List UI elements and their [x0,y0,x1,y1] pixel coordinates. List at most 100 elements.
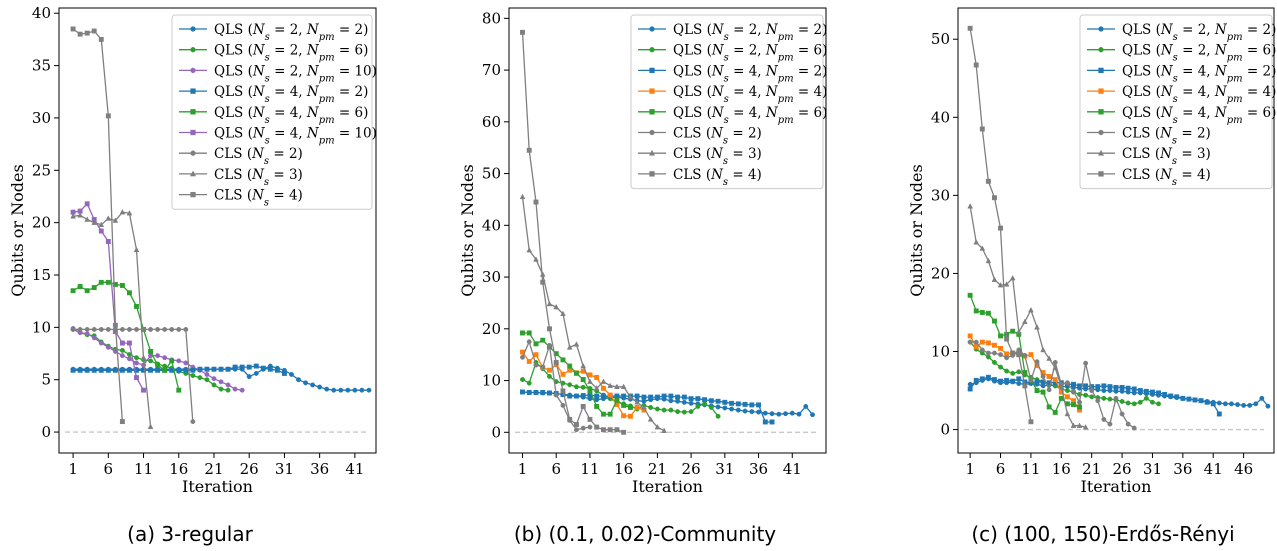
data-point [1004,368,1010,374]
data-point [992,342,997,348]
data-point [688,409,694,415]
data-point [973,239,980,245]
data-point [1143,395,1149,401]
data-point [77,284,83,289]
legend-marker [1098,26,1104,32]
data-point [1162,391,1168,397]
data-point [810,412,815,418]
data-point [1022,370,1028,376]
data-point [1016,376,1022,382]
data-point [1046,387,1052,393]
y-tick-label: 80 [482,9,501,27]
data-point [225,366,231,372]
data-point [274,367,280,373]
data-point [190,367,196,373]
legend-marker [649,129,655,136]
data-point [1022,352,1028,358]
data-point [1216,400,1222,406]
data-point [998,345,1003,351]
y-tick-label: 35 [32,57,51,75]
data-point [211,382,217,388]
data-point [614,383,620,389]
data-point [1082,424,1089,430]
data-point [729,400,735,406]
data-point [789,410,795,416]
data-point [553,392,559,398]
data-point [1119,399,1125,404]
y-tick-label: 5 [41,371,51,389]
data-point [520,377,525,382]
legend-marker [1098,67,1104,74]
data-point [1089,388,1095,393]
data-point [520,330,525,336]
data-point [1241,402,1247,408]
data-point [702,401,708,407]
data-point [580,362,587,369]
data-point [526,380,532,386]
data-point [310,382,316,388]
data-point [560,310,566,317]
legend-marker [190,88,196,94]
legend-box [630,14,824,190]
data-point [769,411,775,417]
data-point [91,326,97,332]
x-tick-label: 6 [104,460,114,478]
y-tick-label: 30 [32,109,51,127]
data-point [600,427,606,433]
y-tick-label: 20 [482,320,501,338]
data-point [567,363,573,369]
y-tick-label: 25 [32,161,51,179]
data-point [580,384,586,390]
y-tick-label: 20 [931,264,950,282]
data-point [1004,336,1010,342]
data-point [147,423,154,430]
data-point [98,36,104,42]
data-point [560,371,566,377]
data-point [232,386,238,392]
data-point [1210,401,1216,407]
data-point [985,340,991,346]
data-point [204,372,210,377]
data-point [1137,388,1143,393]
data-point [98,340,104,346]
data-point [1010,378,1016,384]
data-point [317,384,323,390]
data-point [324,386,330,392]
data-point [702,397,708,403]
data-point [668,393,674,399]
data-point [112,281,118,287]
data-point [77,326,83,332]
data-point [1095,384,1101,390]
data-point [681,409,687,415]
data-point [520,354,525,360]
data-point [547,326,552,332]
data-point [1125,385,1131,391]
data-point [614,397,620,403]
x-tick-label: 36 [310,460,329,478]
data-point [1046,404,1052,410]
data-point [715,413,721,419]
data-point [1058,389,1064,395]
legend-label: QLS (Ns = 4, Npm = 10) [214,126,377,147]
data-point [967,333,973,339]
data-point [359,387,365,393]
data-point [695,396,701,402]
data-point [540,390,546,395]
data-point [587,388,593,394]
data-point [587,372,593,378]
data-point [607,427,613,433]
y-axis-label: Qubits or Nodes [907,164,926,296]
legend-marker [189,170,197,177]
data-point [708,405,714,410]
x-tick-label: 26 [682,460,701,478]
data-point [526,246,533,253]
x-tick-label: 31 [1143,460,1162,478]
series [520,330,633,417]
legend-marker [1098,171,1104,177]
legend-marker [190,26,196,32]
data-point [77,31,83,37]
data-point [70,26,76,32]
data-point [1174,394,1180,400]
series-line [72,327,243,391]
